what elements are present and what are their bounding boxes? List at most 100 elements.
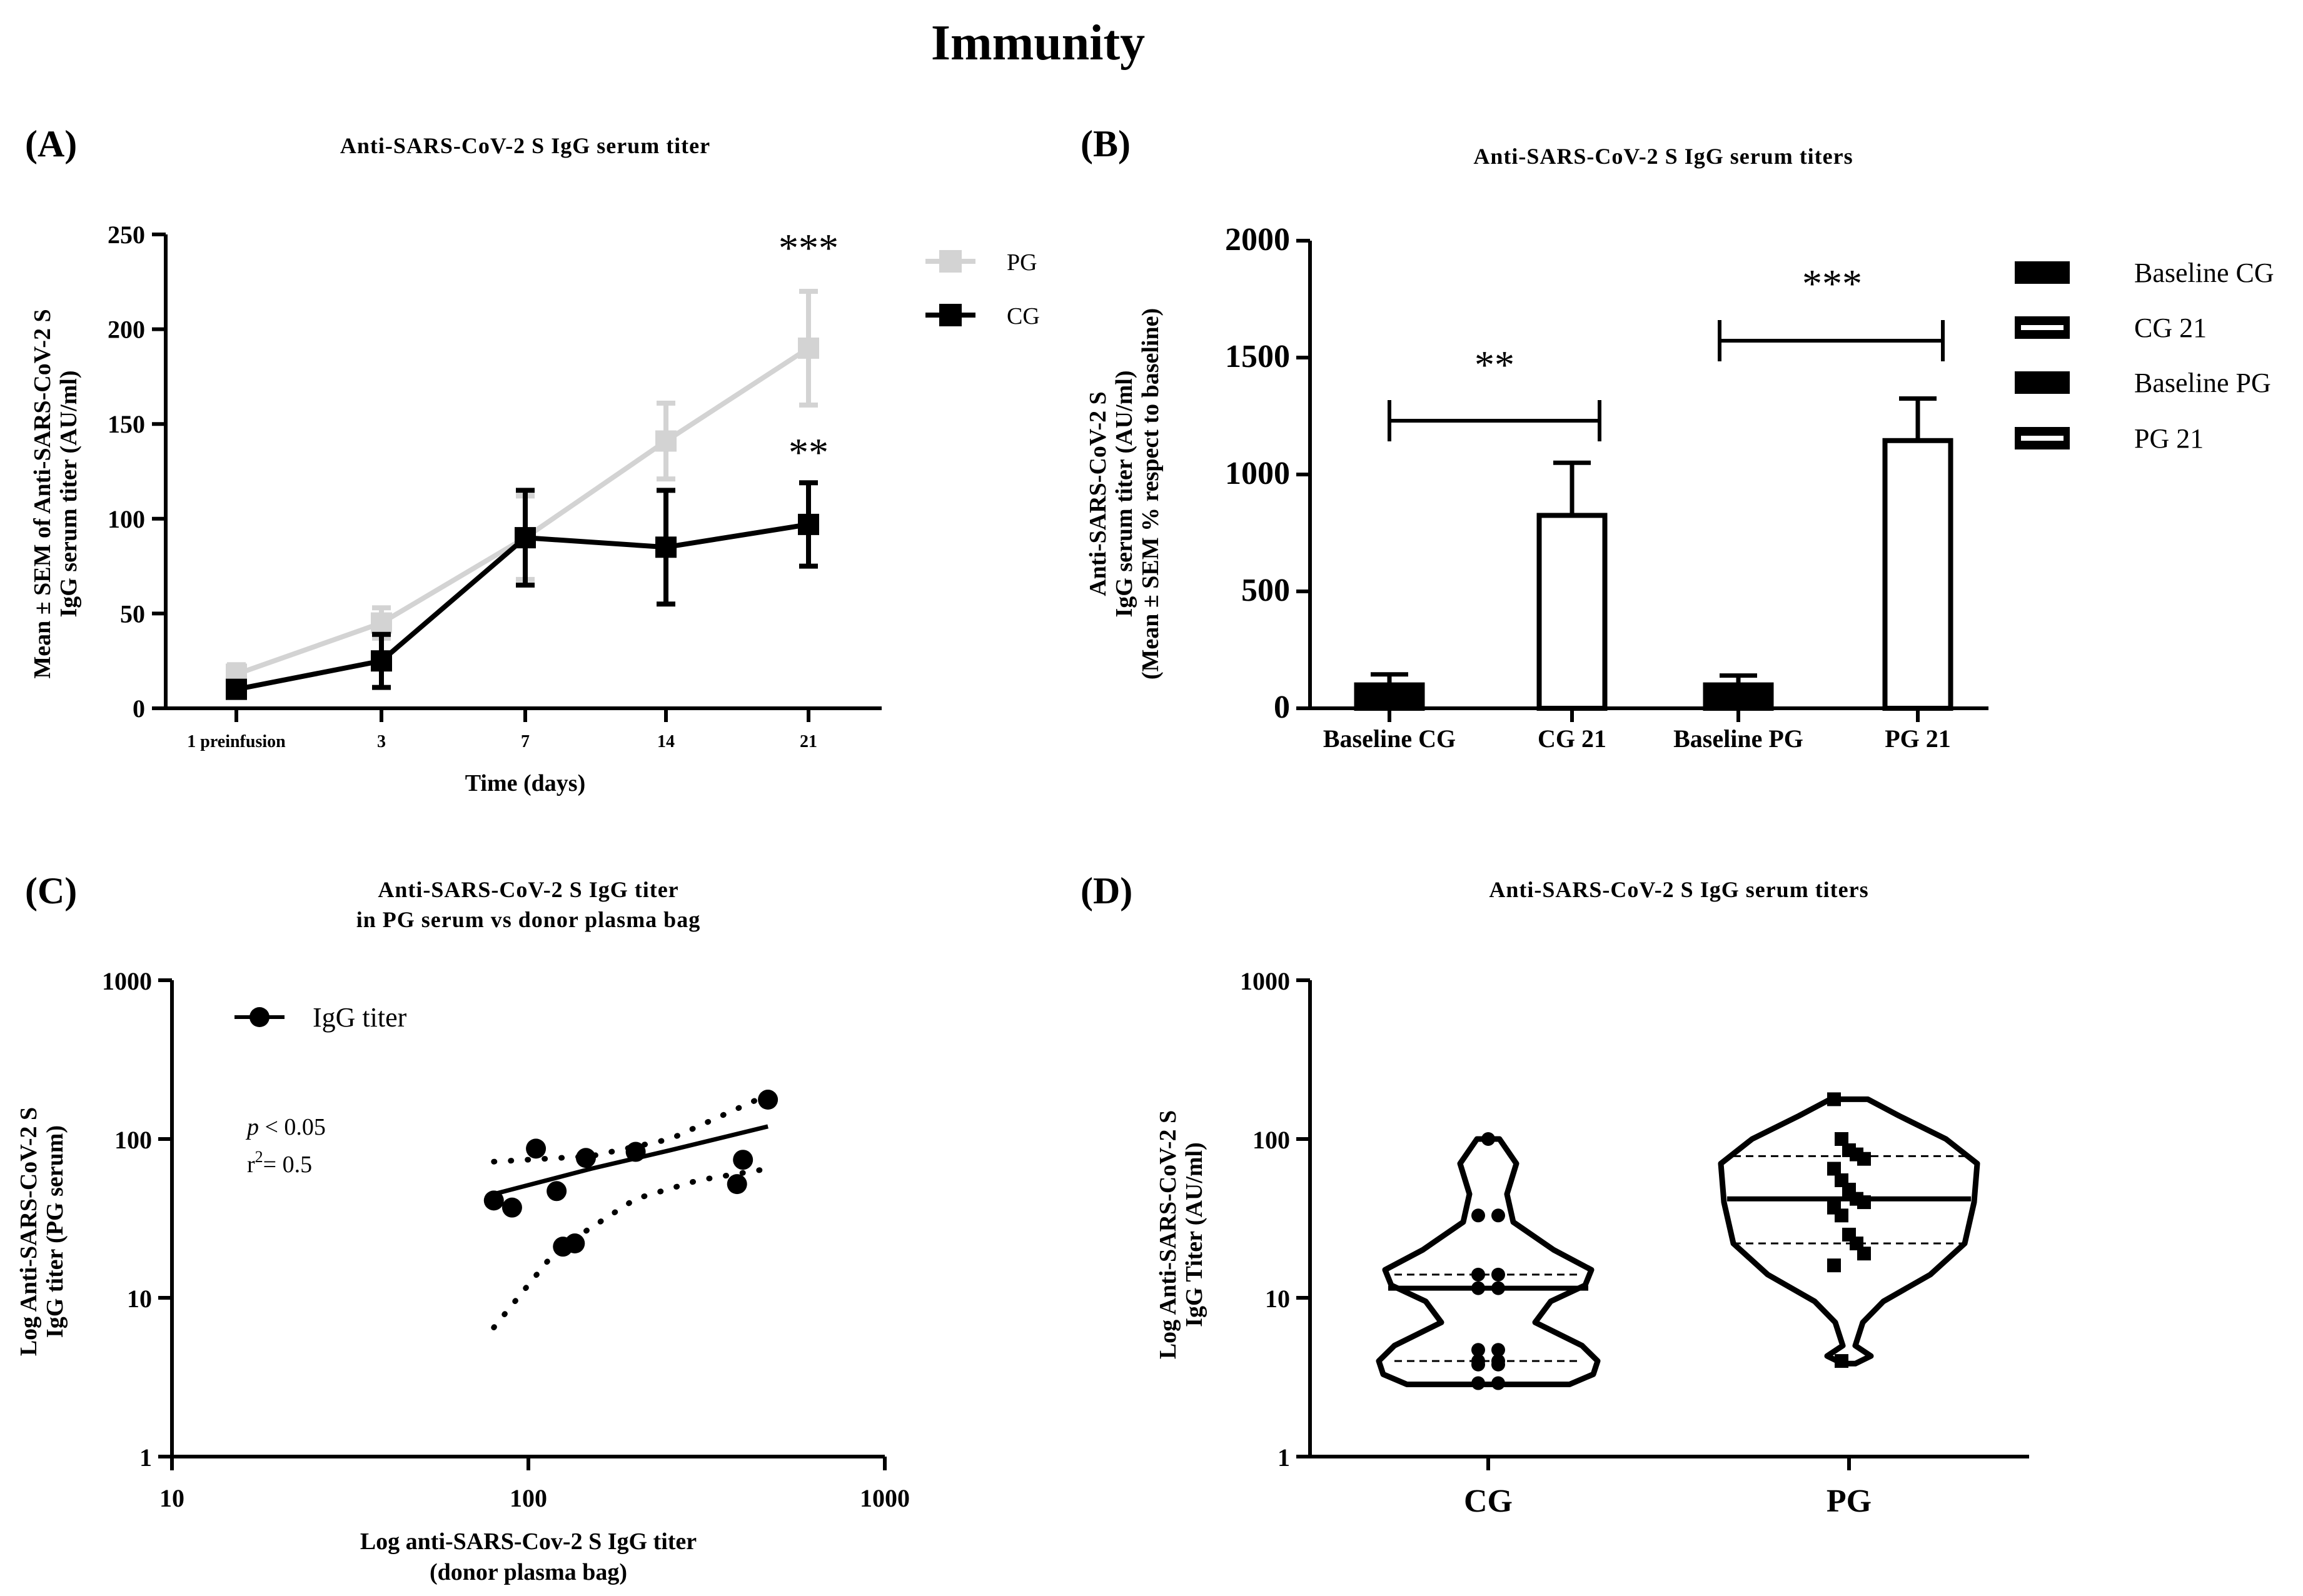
panel-b-legend-2: Baseline PG [2134, 368, 2271, 398]
y-tick-label: 1500 [1225, 339, 1290, 374]
data-point-pg [1857, 1247, 1871, 1261]
data-point-pg [655, 430, 677, 452]
ci-lower-band [491, 1166, 771, 1331]
y-tick-label: 100 [1252, 1126, 1290, 1154]
data-point [565, 1233, 585, 1254]
data-point-cg [1471, 1208, 1485, 1223]
data-point-cg [798, 513, 819, 535]
panel-c-label: (C) [25, 870, 77, 911]
panel-b-legend-0: Baseline CG [2134, 258, 2274, 288]
data-point [733, 1150, 753, 1170]
panel-c-legend: IgG titer [313, 1002, 407, 1033]
bar [1703, 682, 1774, 711]
x-tick-label: Baseline PG [1673, 725, 1803, 753]
data-point [526, 1138, 547, 1159]
data-point-cg [1491, 1343, 1505, 1357]
y-tick-label: 100 [114, 1126, 152, 1154]
data-point-pg [1827, 1258, 1841, 1273]
bar [1882, 438, 1953, 711]
panel-c-xlabel-1: Log anti-SARS-Cov-2 S IgG titer [360, 1528, 697, 1555]
y-tick-label: 10 [1265, 1285, 1290, 1313]
y-tick-label: 500 [1241, 573, 1290, 608]
panel-b-sig-cg: ** [1474, 343, 1514, 387]
panel-b-title: Anti-SARS-CoV-2 S IgG serum titers [1473, 144, 1853, 169]
y-tick-label: 1000 [102, 967, 152, 995]
panel-a-sig-cg: ** [789, 430, 829, 474]
legend-swatch-baseline-cg [2015, 261, 2070, 284]
y-tick-label: 150 [108, 410, 145, 438]
data-point-cg [1491, 1267, 1505, 1282]
data-point-cg [1471, 1281, 1485, 1295]
panel-d-ylabel-2: IgG Titer (AU/ml) [1181, 1142, 1207, 1327]
data-point-cg [371, 650, 392, 672]
data-point-cg [1471, 1357, 1485, 1372]
data-point-pg [1835, 1132, 1848, 1146]
panel-b-sig-bracket-cg [1388, 400, 1601, 441]
panel-b-sig-bracket-pg [1718, 320, 1945, 361]
data-point [483, 1190, 504, 1211]
data-point-pg [1835, 1354, 1848, 1368]
data-point-pg [798, 337, 819, 359]
y-tick-label: 0 [133, 695, 145, 723]
panel-a-xlabel: Time (days) [465, 770, 585, 796]
panel-a-ylabel-2: IgG serum titer (AU/ml) [56, 370, 82, 617]
data-point-pg [371, 612, 392, 634]
data-point-cg [1491, 1281, 1505, 1295]
y-tick-label: 0 [1274, 690, 1290, 725]
panel-b-ylabel-3: (Mean ± SEM % respect to baseline) [1137, 308, 1164, 680]
panel-a-legend-cg: CG [1007, 303, 1040, 329]
data-point-cg [655, 536, 677, 558]
panel-c-p-value: p < 0.05 [245, 1114, 326, 1140]
x-tick-label: Baseline CG [1323, 725, 1456, 753]
x-tick-label: PG [1827, 1483, 1872, 1519]
panel-b-ylabel-1: Anti-SARS-CoV-2 S [1085, 391, 1111, 596]
x-tick-label: PG 21 [1885, 725, 1951, 753]
panel-c: (C) Anti-SARS-CoV-2 S IgG titer in PG se… [16, 870, 910, 1585]
panel-b-legend: Baseline CG CG 21 Baseline PG PG 21 [2015, 258, 2274, 454]
panel-b-ylabel-2: IgG serum titer (AU/ml) [1111, 370, 1137, 617]
series-line-cg [236, 521, 809, 692]
data-point-cg [1471, 1267, 1485, 1282]
panel-d: (D) Anti-SARS-CoV-2 S IgG serum titers L… [1081, 870, 2029, 1519]
y-tick-label: 100 [108, 505, 145, 533]
x-tick-label: 7 [521, 732, 530, 751]
data-point [547, 1181, 567, 1202]
x-tick-label: CG 21 [1538, 725, 1606, 753]
data-point [727, 1174, 747, 1195]
y-tick-label: 2000 [1225, 222, 1290, 258]
panel-a-ylabel-1: Mean ± SEM of Anti-SARS-CoV-2 S [29, 309, 56, 678]
data-point-pg [1827, 1162, 1841, 1176]
y-tick-label: 1000 [1225, 456, 1290, 491]
legend-marker-pg [939, 250, 962, 273]
x-tick-label: 21 [800, 732, 817, 751]
panel-c-r2: r2= 0.5 [247, 1148, 312, 1178]
panel-c-title-2: in PG serum vs donor plasma bag [356, 907, 700, 932]
data-point-cg [1471, 1343, 1485, 1357]
panel-d-label: (D) [1081, 870, 1132, 911]
x-tick-label: 3 [377, 732, 386, 751]
x-tick-label: 1000 [860, 1484, 910, 1512]
x-tick-label: CG [1464, 1483, 1513, 1519]
y-tick-label: 1 [139, 1443, 152, 1472]
data-point-cg [1481, 1132, 1495, 1146]
data-point-cg [515, 527, 536, 549]
data-point-cg [1491, 1208, 1505, 1223]
data-point-pg [1835, 1208, 1848, 1223]
panel-a-label: (A) [25, 123, 77, 164]
data-point [575, 1148, 596, 1168]
panel-c-ylabel-1: Log Anti-SARS-CoV-2 S [16, 1107, 42, 1356]
y-tick-label: 250 [108, 221, 145, 249]
data-point-cg [1491, 1376, 1505, 1390]
panel-b: (B) Anti-SARS-CoV-2 S IgG serum titers A… [1081, 123, 2274, 753]
data-point [625, 1142, 646, 1162]
data-point [501, 1197, 522, 1218]
legend-marker-igg [249, 1007, 270, 1027]
y-tick-label: 1000 [1240, 967, 1290, 995]
violin-pg [1718, 1096, 1980, 1367]
panel-b-legend-3: PG 21 [2134, 423, 2204, 454]
data-point-pg [1857, 1152, 1871, 1166]
figure-title: Immunity [931, 16, 1145, 71]
data-point-pg [1827, 1092, 1841, 1107]
panel-c-ylabel-2: IgG titer (PG serum) [42, 1125, 68, 1338]
panel-a-legend-pg: PG [1007, 249, 1037, 276]
